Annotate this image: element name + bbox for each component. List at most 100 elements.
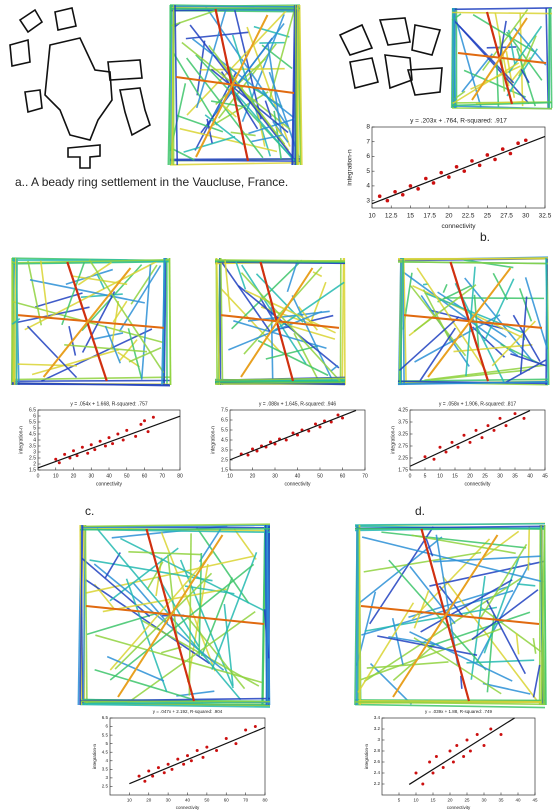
axial-line bbox=[545, 7, 550, 109]
axial-line bbox=[257, 339, 329, 377]
x-tick-label: 70 bbox=[362, 473, 368, 479]
axial-line bbox=[388, 635, 439, 646]
axial-line bbox=[429, 309, 504, 330]
axial-line bbox=[341, 257, 345, 386]
x-tick-label: 5 bbox=[398, 798, 401, 803]
axial-line bbox=[125, 578, 168, 693]
axial-line bbox=[64, 343, 148, 353]
x-tick-label: 25 bbox=[482, 473, 488, 479]
axial-line bbox=[160, 532, 216, 672]
x-tick-label: 20 bbox=[71, 473, 77, 479]
axial-line bbox=[355, 524, 358, 706]
data-point bbox=[468, 749, 472, 753]
axial-line bbox=[512, 314, 541, 362]
x-axis-label: connectivity bbox=[176, 805, 200, 810]
chart-title: y = .047x + 2.192, R-squared: .904 bbox=[153, 709, 223, 714]
x-tick-label: 10 bbox=[413, 798, 419, 803]
axial-line bbox=[532, 664, 541, 698]
axial-line bbox=[240, 267, 314, 378]
data-point bbox=[493, 157, 497, 162]
axial-line bbox=[420, 579, 513, 633]
axial-line bbox=[453, 7, 456, 109]
axial-line bbox=[187, 617, 246, 690]
data-point bbox=[111, 442, 115, 446]
axial-line bbox=[431, 368, 531, 381]
y-tick-label: 8 bbox=[366, 124, 370, 131]
axial-line bbox=[243, 266, 323, 355]
axial-line bbox=[466, 659, 535, 664]
axial-line bbox=[79, 527, 271, 531]
axial-line bbox=[486, 614, 495, 693]
axial-line bbox=[505, 359, 547, 384]
data-point bbox=[314, 422, 317, 426]
axial-line bbox=[198, 528, 222, 563]
axial-line bbox=[11, 376, 171, 381]
axial-line bbox=[109, 551, 214, 671]
axial-line bbox=[482, 682, 531, 695]
axial-line bbox=[354, 703, 546, 709]
axial-line bbox=[114, 572, 213, 670]
axial-line bbox=[403, 314, 543, 329]
data-point bbox=[377, 194, 382, 199]
axial-line bbox=[270, 306, 274, 382]
y-axis-label: integration-n bbox=[210, 426, 216, 454]
axial-line bbox=[210, 100, 245, 108]
axial-line bbox=[179, 127, 278, 153]
trend-line bbox=[37, 415, 181, 469]
axial-line bbox=[412, 285, 523, 339]
axial-line bbox=[79, 524, 84, 706]
axial-line bbox=[261, 90, 275, 108]
axial-line bbox=[189, 24, 294, 159]
axial-line bbox=[251, 134, 283, 143]
axial-line bbox=[246, 26, 291, 147]
axial-line bbox=[358, 524, 361, 706]
data-point bbox=[54, 457, 58, 461]
axial-line bbox=[291, 4, 296, 166]
axial-line bbox=[363, 575, 525, 683]
axial-line bbox=[451, 7, 553, 11]
axial-line bbox=[381, 531, 527, 549]
axial-map bbox=[167, 4, 303, 166]
data-point bbox=[341, 416, 344, 420]
axial-line bbox=[220, 71, 259, 130]
y-tick-label: 5.5 bbox=[102, 732, 109, 737]
axial-line bbox=[214, 259, 346, 262]
axial-line bbox=[174, 4, 179, 166]
data-point bbox=[137, 774, 141, 778]
axial-line bbox=[472, 14, 535, 53]
data-point bbox=[489, 727, 493, 731]
y-tick-label: 2.4 bbox=[374, 770, 381, 775]
axial-line bbox=[204, 114, 244, 146]
axial-line bbox=[452, 62, 520, 104]
plot-frame bbox=[37, 409, 181, 471]
plot-frame bbox=[409, 409, 546, 471]
data-point bbox=[438, 445, 442, 449]
x-tick-label: 35 bbox=[498, 798, 504, 803]
axial-line bbox=[169, 7, 222, 27]
y-tick-label: 4.5 bbox=[221, 437, 228, 443]
axial-line bbox=[184, 585, 235, 595]
axial-line bbox=[547, 7, 551, 109]
data-point bbox=[151, 415, 155, 419]
x-axis-label: connectivity bbox=[284, 481, 311, 487]
data-point bbox=[485, 153, 490, 157]
data-point bbox=[465, 738, 469, 742]
axial-line bbox=[392, 534, 499, 698]
axial-line bbox=[520, 68, 530, 84]
x-tick-label: 40 bbox=[527, 473, 533, 479]
data-point bbox=[428, 760, 432, 764]
axial-line bbox=[411, 538, 491, 620]
y-tick-label: 3 bbox=[377, 737, 380, 742]
y-tick-label: 2.5 bbox=[221, 457, 228, 463]
data-point bbox=[462, 169, 467, 173]
axial-line bbox=[104, 325, 122, 364]
data-point bbox=[492, 428, 496, 432]
x-tick-label: 12.5 bbox=[385, 213, 398, 220]
axial-line bbox=[215, 58, 267, 106]
axial-line bbox=[219, 257, 224, 386]
data-point bbox=[454, 164, 459, 169]
x-tick-label: 30 bbox=[166, 798, 172, 803]
axial-line bbox=[495, 63, 500, 107]
data-point bbox=[451, 760, 455, 764]
axial-line bbox=[214, 377, 346, 381]
